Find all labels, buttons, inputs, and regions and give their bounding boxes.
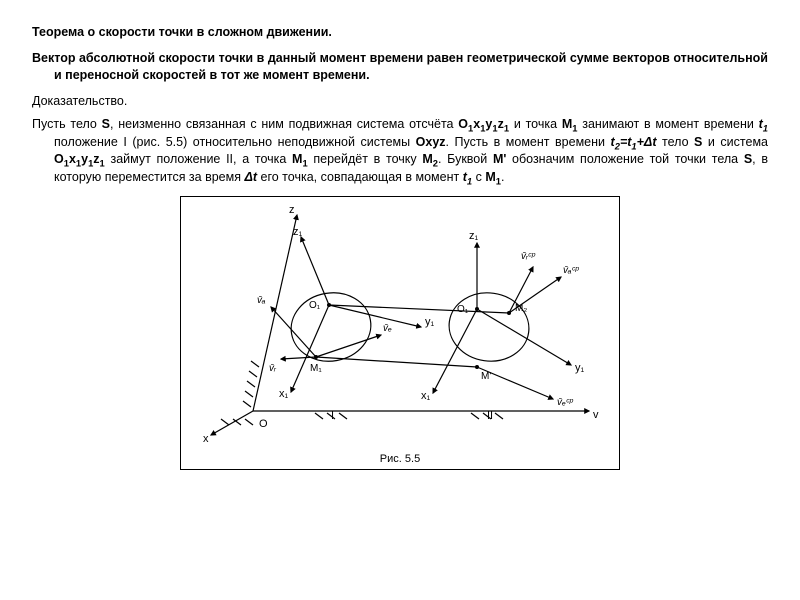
svg-text:v̄ₑ: v̄ₑ — [383, 323, 392, 334]
figure-caption: Рис. 5.5 — [181, 449, 619, 469]
svg-text:O: O — [259, 418, 268, 430]
svg-text:v̄ᵣᶜᵖ: v̄ᵣᶜᵖ — [521, 251, 535, 262]
proof-label: Доказательство. — [32, 93, 768, 111]
theorem-statement: Вектор абсолютной скорости точки в данны… — [32, 50, 768, 85]
svg-text:x₁: x₁ — [279, 388, 289, 400]
svg-text:v̄ₑᶜᵖ: v̄ₑᶜᵖ — [557, 397, 573, 408]
svg-text:y₁: y₁ — [425, 316, 435, 328]
svg-text:v̄ₐᶜᵖ: v̄ₐᶜᵖ — [563, 265, 579, 276]
svg-text:O₁: O₁ — [457, 304, 469, 315]
svg-text:z: z — [289, 204, 295, 216]
svg-text:z₁: z₁ — [293, 226, 303, 238]
proof-body: Пусть тело S, неизменно связанная с ним … — [32, 116, 768, 186]
svg-text:x: x — [203, 433, 209, 445]
figure-svg: zvxOz₁y₁x₁O₁M₁v̄ₐv̄ᵣv̄ₑIz₁y₁x₁O₁M'M₂v̄ₐᶜ… — [181, 197, 621, 449]
svg-text:v̄ᵣ: v̄ᵣ — [269, 363, 277, 374]
svg-text:y₁: y₁ — [575, 362, 585, 374]
figure-container: zvxOz₁y₁x₁O₁M₁v̄ₐv̄ᵣv̄ₑIz₁y₁x₁O₁M'M₂v̄ₐᶜ… — [180, 196, 620, 470]
svg-text:x₁: x₁ — [421, 390, 431, 402]
svg-text:M₁: M₁ — [310, 363, 322, 374]
svg-text:v̄ₐ: v̄ₐ — [257, 295, 266, 306]
svg-text:O₁: O₁ — [309, 300, 321, 311]
svg-text:z₁: z₁ — [469, 230, 479, 242]
svg-text:v: v — [593, 409, 599, 421]
theorem-heading: Теорема о скорости точки в сложном движе… — [32, 24, 768, 42]
